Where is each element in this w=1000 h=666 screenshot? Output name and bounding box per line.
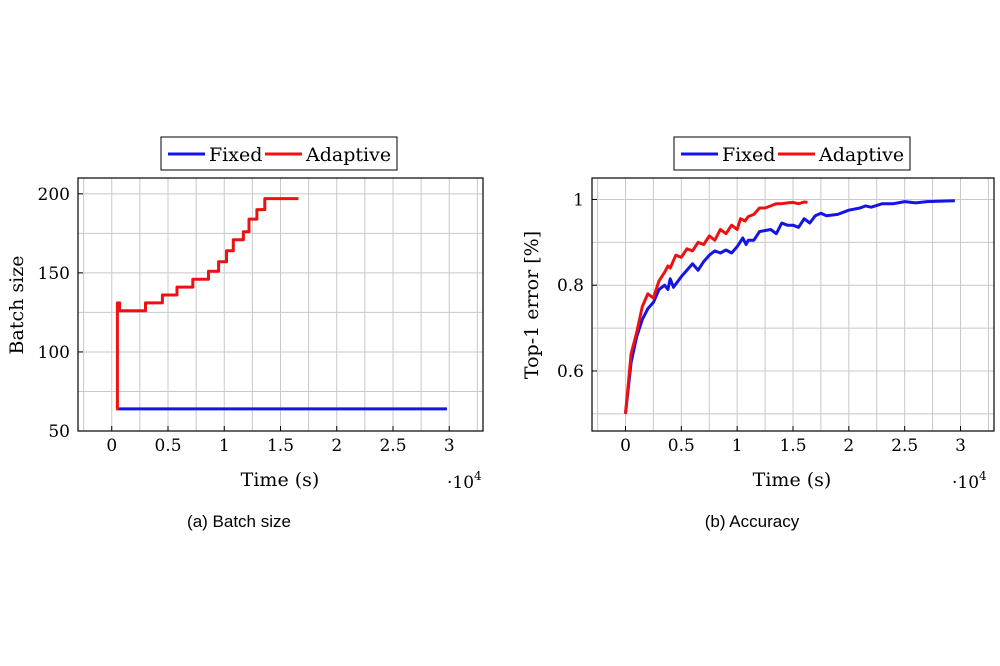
y-axis-label-b: Top-1 error [%]: [521, 231, 543, 379]
legend-label-adaptive: Adaptive: [305, 144, 391, 166]
legend-label-adaptive: Adaptive: [818, 144, 904, 166]
y-tick-label: 200: [38, 185, 70, 205]
legend-label-fixed: Fixed: [209, 144, 262, 166]
x-tick-label: 0.5: [668, 436, 695, 456]
x-axis-label-b: Time (s): [753, 469, 832, 491]
panel-batch-size: Fixed Adaptive 0 0.5 1 1.5 2 2.5 350100150200 …: [6, 136, 484, 531]
x-tick-label: 2.5: [379, 436, 406, 456]
series-line-fixed: [624, 199, 955, 414]
legend-b: Fixed Adaptive: [673, 136, 911, 171]
x-multiplier-b: ·104: [952, 469, 987, 493]
x-tick-label: 1: [732, 436, 743, 456]
y-tick-label: 50: [48, 422, 70, 442]
x-axis-label-a: Time (s): [241, 469, 320, 491]
series-a: [115, 197, 447, 411]
x-tick-label: 0: [106, 436, 117, 456]
series-b: [624, 199, 955, 414]
ticks-b: 0 0.5 1 1.5 2 2.5 3 0.6 0.8 1: [557, 190, 966, 456]
ticks-a: 0 0.5 1 1.5 2 2.5 3 50 100 150 200: [38, 185, 455, 456]
caption-b: (b) Accuracy: [705, 512, 800, 531]
x-tick-label: 1.5: [267, 436, 294, 456]
x-tick-label: 2: [843, 436, 854, 456]
y-tick-label: 150: [38, 264, 70, 284]
legend-label-fixed: Fixed: [722, 144, 775, 166]
x-tick-label: 0.5: [154, 436, 181, 456]
grid-a: [78, 178, 483, 432]
x-multiplier-a: ·104: [447, 469, 482, 493]
y-tick-label: 0.8: [557, 276, 584, 296]
x-tick-label: 2: [331, 436, 342, 456]
x-tick-label: 1.5: [779, 436, 806, 456]
y-tick-label: 100: [38, 343, 70, 363]
caption-a: (a) Batch size: [187, 512, 291, 531]
series-line-adaptive: [115, 197, 299, 411]
legend-a: Fixed Adaptive: [160, 136, 398, 171]
panel-accuracy: Fixed Adaptive 0 0.5 1 1.5 2 2.5 3 0.6 0.8 1 Time…: [521, 136, 995, 531]
y-tick-label: 0.6: [557, 362, 584, 382]
x-tick-label: 1: [219, 436, 230, 456]
x-tick-label: 2.5: [891, 436, 918, 456]
y-tick-label: 1: [573, 190, 584, 210]
x-tick-label: 3: [955, 436, 966, 456]
x-tick-label: 0: [620, 436, 631, 456]
x-tick-label: 3: [444, 436, 455, 456]
y-axis-label-a: Batch size: [6, 256, 28, 355]
series-line-adaptive: [624, 200, 808, 414]
